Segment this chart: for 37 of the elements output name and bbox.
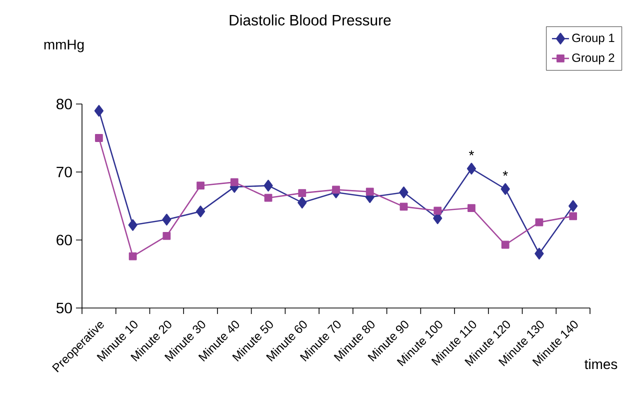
- point: [568, 200, 578, 212]
- point: [468, 204, 476, 212]
- y-axis-title: mmHg: [44, 40, 84, 52]
- y-tick-label: 50: [56, 302, 72, 314]
- point: [128, 219, 138, 231]
- annotation: *: [502, 170, 508, 176]
- point: [128, 252, 137, 260]
- legend-label: Group 1: [572, 34, 614, 45]
- point: [298, 189, 306, 198]
- chart-title: Diastolic Blood Pressure: [230, 14, 391, 26]
- point: [264, 194, 272, 202]
- y-tick-label: 60: [56, 234, 72, 246]
- legend-label: Group 2: [572, 54, 614, 64]
- point: [501, 240, 510, 249]
- point: [534, 248, 544, 260]
- point: [400, 202, 408, 211]
- point: [399, 186, 408, 198]
- point: [298, 196, 307, 208]
- point: [162, 214, 172, 226]
- point: [434, 206, 442, 215]
- point: [94, 104, 104, 117]
- y-tick-label: 80: [56, 98, 72, 110]
- point: [535, 218, 544, 226]
- point: [366, 188, 374, 196]
- point: [569, 212, 578, 220]
- point: [94, 134, 103, 142]
- point: [230, 178, 238, 186]
- x-axis-title: times: [584, 358, 618, 370]
- point: [196, 206, 206, 218]
- point: [500, 183, 510, 195]
- annotation: *: [468, 150, 474, 156]
- y-tick-label: 70: [56, 166, 72, 178]
- point: [196, 182, 204, 190]
- point: [162, 232, 171, 240]
- point: [332, 186, 340, 194]
- point: [466, 162, 476, 174]
- point: [264, 180, 273, 192]
